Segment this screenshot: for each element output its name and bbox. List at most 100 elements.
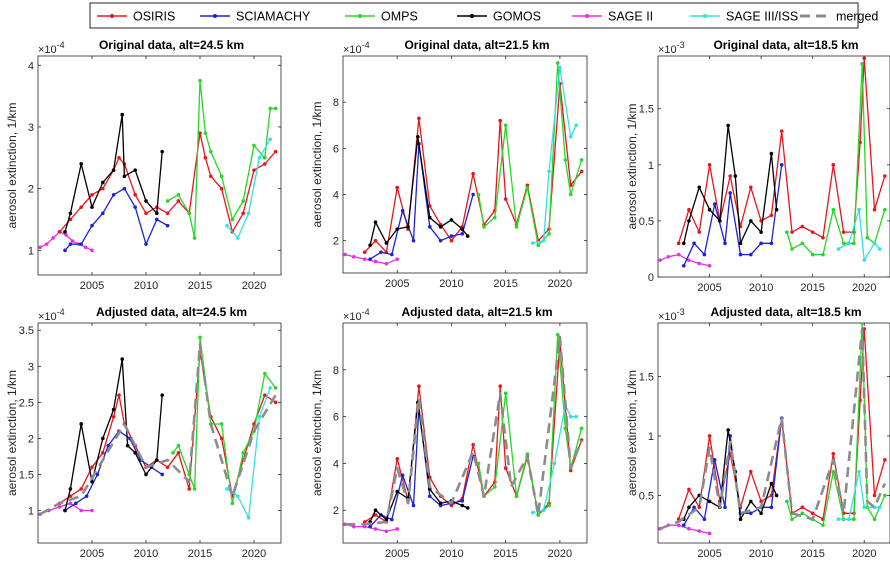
series-group bbox=[658, 56, 887, 268]
data-point bbox=[438, 501, 443, 506]
data-point bbox=[681, 523, 686, 527]
data-point bbox=[707, 499, 712, 504]
data-point bbox=[101, 186, 105, 191]
data-point bbox=[476, 192, 481, 197]
data-point bbox=[411, 503, 416, 508]
data-point bbox=[252, 168, 256, 172]
data-point bbox=[749, 511, 753, 516]
data-point bbox=[785, 230, 789, 234]
data-point bbox=[692, 505, 696, 510]
legend-label: OSIRIS bbox=[133, 10, 175, 24]
series-group bbox=[658, 323, 887, 536]
data-point bbox=[192, 487, 197, 491]
data-point bbox=[395, 456, 400, 461]
y-tick-label: 1.5 bbox=[639, 372, 654, 384]
data-point bbox=[471, 192, 475, 197]
data-point bbox=[352, 524, 356, 529]
chart-panel: 2005 2010 2015 2020 1 1.5 2 2.5 3 3.5 ×10-4 Adjuste… bbox=[5, 305, 282, 560]
legend-entry: GOMOS bbox=[457, 10, 541, 24]
data-point bbox=[368, 524, 372, 529]
data-point bbox=[707, 163, 712, 167]
data-point bbox=[176, 199, 181, 203]
y-axis-label: aerosol extinction, 1/km bbox=[625, 103, 639, 229]
legend-marker bbox=[110, 14, 114, 18]
data-point bbox=[438, 238, 443, 243]
data-point bbox=[836, 247, 841, 251]
data-point bbox=[390, 252, 394, 257]
x-tick-label: 2015 bbox=[188, 280, 212, 292]
data-point bbox=[160, 393, 164, 397]
data-point bbox=[106, 443, 110, 448]
legend-entry: merged bbox=[800, 10, 878, 24]
data-point bbox=[219, 186, 224, 191]
data-point bbox=[749, 185, 753, 190]
data-point bbox=[852, 241, 856, 246]
data-point bbox=[101, 436, 105, 441]
data-point bbox=[681, 241, 686, 246]
data-point bbox=[687, 207, 691, 212]
data-point bbox=[857, 469, 861, 474]
data-point bbox=[198, 131, 202, 135]
data-point bbox=[57, 230, 62, 234]
data-point bbox=[579, 426, 584, 431]
data-point bbox=[821, 252, 825, 257]
data-point bbox=[579, 169, 584, 174]
data-point bbox=[503, 391, 508, 396]
x-tick-label: 2010 bbox=[439, 548, 463, 560]
data-point bbox=[563, 426, 568, 431]
data-point bbox=[769, 505, 774, 510]
axis-multiplier: ×10-4 bbox=[343, 40, 370, 56]
y-tick-label: 2 bbox=[28, 184, 34, 196]
data-point bbox=[225, 487, 229, 491]
chart-panel: 2005 2010 2015 2020 0.5 1 1.5 ×10-3 Adjusted dat… bbox=[625, 305, 890, 560]
data-point bbox=[246, 515, 251, 520]
data-point bbox=[192, 236, 197, 240]
data-point bbox=[38, 245, 42, 250]
legend-marker bbox=[585, 14, 589, 18]
data-point bbox=[681, 263, 686, 268]
data-point bbox=[779, 129, 784, 133]
data-point bbox=[525, 185, 530, 190]
data-point bbox=[57, 505, 62, 509]
x-tick-label: 2015 bbox=[493, 278, 517, 290]
data-point bbox=[707, 263, 712, 268]
data-point bbox=[68, 494, 73, 498]
data-point bbox=[860, 323, 864, 325]
data-point bbox=[406, 225, 410, 229]
data-point bbox=[712, 202, 717, 206]
panel-title: Adjusted data, alt=24.5 km bbox=[96, 305, 247, 319]
y-axis-label: aerosol extinction, 1/km bbox=[5, 102, 19, 228]
data-point bbox=[658, 258, 662, 262]
data-point bbox=[120, 112, 125, 117]
data-point bbox=[857, 207, 861, 212]
data-point bbox=[198, 335, 202, 340]
data-point bbox=[246, 211, 251, 216]
data-point bbox=[471, 442, 475, 447]
data-point bbox=[728, 191, 732, 195]
data-point bbox=[79, 205, 83, 209]
x-tick-label: 2005 bbox=[385, 548, 409, 560]
data-point bbox=[219, 436, 224, 441]
data-point bbox=[117, 155, 121, 160]
data-point bbox=[219, 174, 224, 179]
data-point bbox=[362, 524, 367, 529]
data-point bbox=[395, 185, 400, 190]
data-point bbox=[749, 252, 753, 257]
y-tick-label: 4 bbox=[28, 60, 34, 72]
data-point bbox=[373, 508, 378, 513]
data-point bbox=[187, 472, 191, 477]
data-point bbox=[860, 62, 864, 66]
data-point bbox=[831, 163, 836, 167]
data-point bbox=[503, 466, 508, 470]
data-point bbox=[697, 230, 702, 234]
data-point bbox=[263, 162, 267, 166]
data-point bbox=[63, 248, 67, 253]
data-point bbox=[90, 248, 94, 253]
data-point bbox=[738, 517, 743, 522]
data-point bbox=[68, 211, 73, 216]
data-point bbox=[563, 158, 568, 162]
data-point bbox=[810, 230, 815, 234]
series-line bbox=[172, 336, 277, 504]
data-point bbox=[373, 527, 378, 531]
data-point bbox=[733, 174, 738, 178]
